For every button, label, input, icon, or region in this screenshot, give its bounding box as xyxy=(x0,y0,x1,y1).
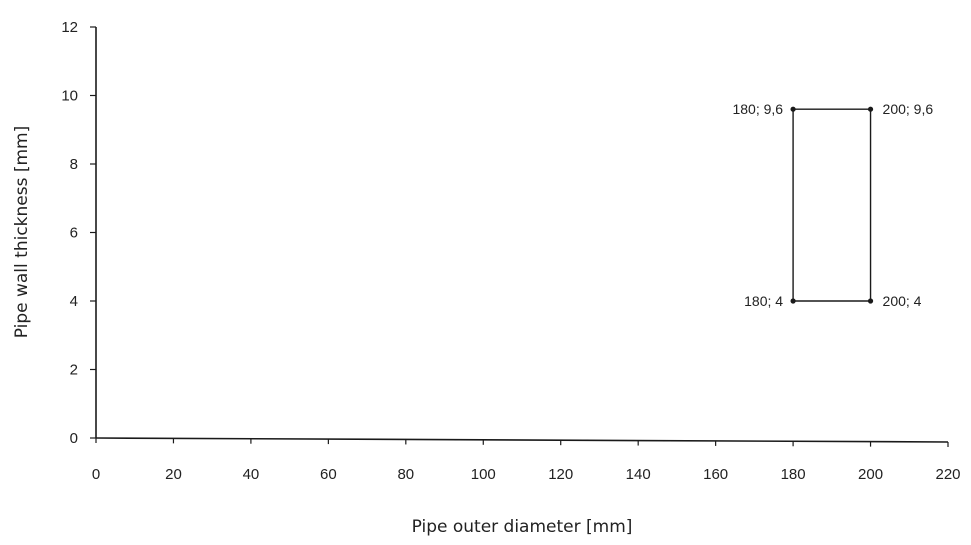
x-tick-label: 120 xyxy=(548,466,573,483)
x-tick-label: 80 xyxy=(397,466,414,483)
data-point xyxy=(867,298,874,304)
x-tick-label: 160 xyxy=(703,466,728,483)
x-axis-title: Pipe outer diameter [mm] xyxy=(412,517,633,537)
y-tick-label: 12 xyxy=(61,19,78,36)
x-tick-label: 180 xyxy=(781,466,806,483)
x-tick-label: 220 xyxy=(935,466,960,483)
x-tick-label: 140 xyxy=(626,466,651,483)
axes xyxy=(95,27,949,443)
x-tick-label: 100 xyxy=(471,466,496,483)
data-point xyxy=(790,298,796,304)
x-tick-label: 0 xyxy=(92,466,100,483)
data-point-label: 200; 9,6 xyxy=(883,101,934,117)
data-point xyxy=(790,106,796,112)
y-tick-label: 0 xyxy=(70,430,78,447)
x-tick-label: 60 xyxy=(320,466,337,483)
data-series: 180; 9,6 200; 9,6 200; 4 180; 4 xyxy=(732,101,933,309)
data-point-label: 200; 4 xyxy=(883,293,922,309)
x-tick-label: 40 xyxy=(243,466,260,483)
x-tick-label: 20 xyxy=(165,466,182,483)
y-tick-label: 6 xyxy=(70,225,78,242)
y-axis-ticks: 0 2 4 6 8 10 12 xyxy=(61,19,96,447)
y-tick-label: 2 xyxy=(70,362,78,379)
data-point-label: 180; 9,6 xyxy=(732,101,783,117)
x-axis-ticks: 0 20 40 60 80 100 120 140 160 180 200 220 xyxy=(92,438,961,483)
series-outline xyxy=(792,108,872,302)
data-point-label: 180; 4 xyxy=(744,293,783,309)
y-tick-label: 8 xyxy=(70,156,78,173)
y-tick-label: 10 xyxy=(61,88,78,105)
y-axis-title: Pipe wall thickness [mm] xyxy=(12,126,32,339)
x-tick-label: 200 xyxy=(858,466,883,483)
data-point xyxy=(867,106,874,112)
x-axis-line xyxy=(95,437,949,443)
y-tick-label: 4 xyxy=(70,293,78,310)
